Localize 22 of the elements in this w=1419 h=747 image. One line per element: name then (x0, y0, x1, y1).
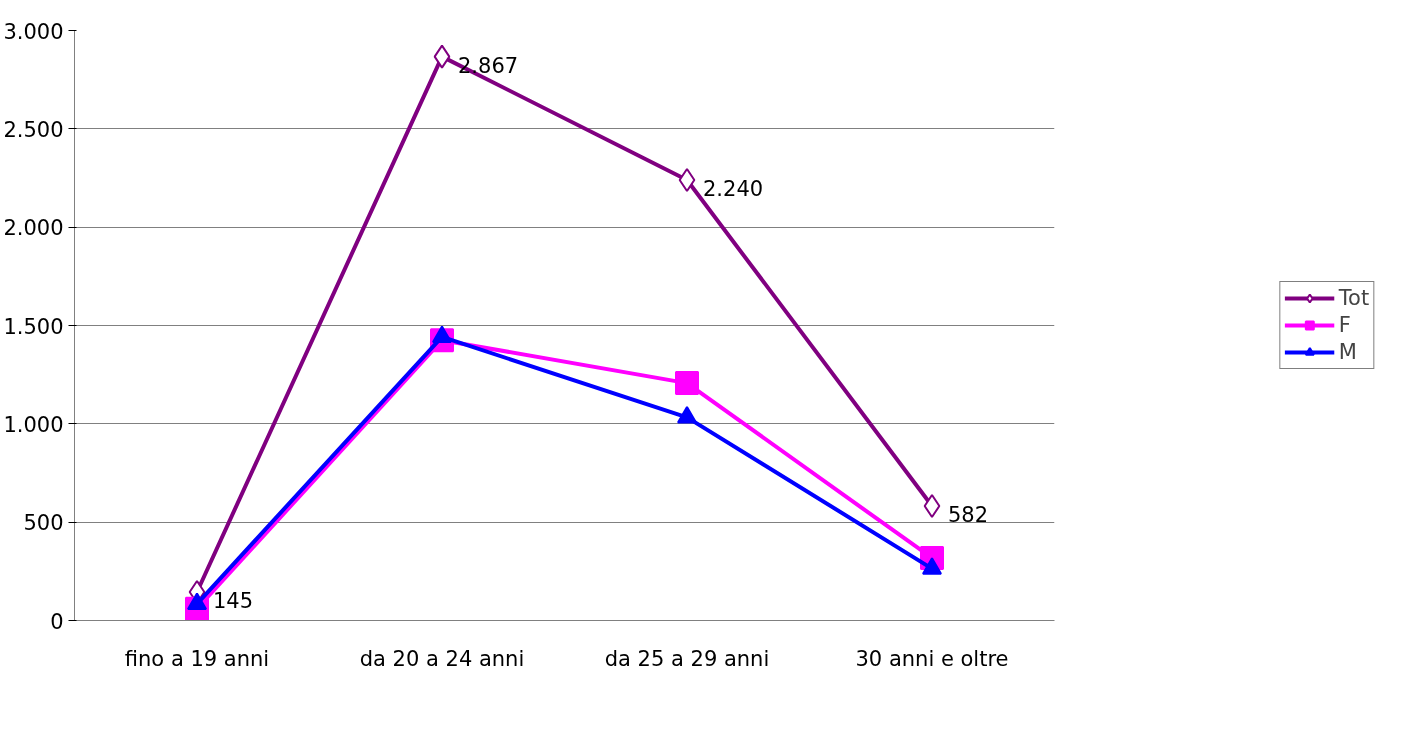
y-tick-label: 1.000 (3, 412, 64, 437)
x-tick-label: 30 anni e oltre (855, 646, 1009, 671)
legend-label: M (1338, 340, 1358, 364)
data-label: 2.240 (703, 176, 764, 201)
data-label: 2.867 (458, 53, 519, 78)
y-tick-label: 1.500 (3, 314, 64, 339)
y-tick-label: 2.000 (3, 216, 64, 241)
legend-label: Tot (1338, 286, 1370, 310)
y-tick-label: 500 (23, 511, 64, 536)
y-tick-label: 3.000 (3, 19, 64, 44)
y-tick-label: 0 (50, 609, 64, 634)
point (675, 371, 699, 396)
x-tick-label: da 20 a 24 anni (359, 646, 525, 671)
data-label: 145 (213, 588, 254, 613)
point (678, 167, 696, 192)
point (433, 44, 451, 69)
legend-label: F (1338, 313, 1352, 337)
x-tick-label: fino a 19 anni (124, 646, 270, 671)
point (923, 494, 941, 519)
y-tick-label: 2.500 (3, 117, 64, 142)
x-tick-label: da 25 a 29 anni (604, 646, 770, 671)
data-label: 582 (948, 503, 989, 528)
